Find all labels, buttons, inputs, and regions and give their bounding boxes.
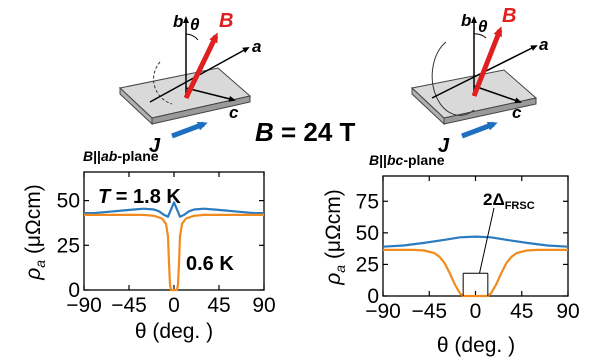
sample-slab-side xyxy=(151,95,251,125)
chart1-x-tick-label: −90 xyxy=(66,294,102,317)
c-axis-arrow xyxy=(473,85,522,104)
current-label: J xyxy=(149,135,161,157)
chart1-annotation-rest: = 1.8 K xyxy=(110,186,181,208)
chart1-annotation-T: T xyxy=(98,186,112,208)
chart1-annotation-temp: T = 1.8 K xyxy=(98,186,181,208)
chart2-y-tick-label: 75 xyxy=(356,190,379,213)
chart2-title: B||bc-plane xyxy=(369,152,445,168)
chart1-y-axis-unit: (μΩcm) xyxy=(22,184,45,260)
sample-slab-side xyxy=(443,97,537,125)
field-label: B xyxy=(219,10,233,32)
chart2-annotation-sub: FRSC xyxy=(505,200,535,212)
current-arrow xyxy=(461,121,498,139)
c-axis-arrow xyxy=(185,87,236,102)
c-axis-label: c xyxy=(512,103,522,122)
chart2-y-axis-label: ρa (μΩcm) xyxy=(322,189,348,285)
chart1-series xyxy=(84,201,264,292)
theta-label: θ xyxy=(478,17,488,36)
chart2: −90 −45 0 45 90 0 25 50 75 2ΔFRSC θ (deg. ) ρa (… xyxy=(322,175,580,357)
chart2-y-tick-label: 25 xyxy=(356,253,379,276)
b-axis-label: b xyxy=(461,11,471,30)
a-axis-label: a xyxy=(539,35,548,54)
chart2-y-tick-label: 50 xyxy=(356,222,379,245)
chart2-series-high-temp-line xyxy=(382,235,569,248)
chart1-y-axis-sub: a xyxy=(32,260,48,268)
theta-label: θ xyxy=(190,15,200,34)
chart2-x-tick-label: 0 xyxy=(470,300,482,323)
chart1-x-axis-label: θ (deg. ) xyxy=(135,320,213,343)
chart2-x-tick-label: 90 xyxy=(556,300,579,323)
field-strength-label: B = 24 T xyxy=(255,117,356,147)
chart2-y-tick-label: 0 xyxy=(367,285,379,308)
chart2-title-b: B xyxy=(369,152,379,168)
chart1-title-plane: ab xyxy=(101,148,118,164)
theta-arc xyxy=(473,33,487,39)
chart2-x-tick-label: 45 xyxy=(510,300,533,323)
chart1-y-tick-label: 50 xyxy=(57,190,80,213)
chart1: −90 −45 0 45 90 0 25 50 T = 1.8 K 0.6 K θ (deg.… xyxy=(22,171,276,343)
chart2-title-rest: -plane xyxy=(403,152,444,168)
chart1-title: B||ab-plane xyxy=(83,148,159,164)
b-axis-label: b xyxy=(173,12,183,31)
c-axis-label: c xyxy=(229,103,239,122)
chart2-gap-leader xyxy=(479,207,495,274)
chart1-x-tick-label: 0 xyxy=(168,294,180,317)
chart1-title-b: B xyxy=(83,148,93,164)
chart1-x-tick-label: 90 xyxy=(252,294,275,317)
chart1-y-tick-label: 25 xyxy=(57,234,80,257)
chart2-x-tick-label: −45 xyxy=(411,300,447,323)
current-label: J xyxy=(438,135,450,157)
field-label: B xyxy=(502,5,516,27)
chart1-ticks: −90 −45 0 45 90 0 25 50 xyxy=(57,172,276,317)
chart2-series xyxy=(382,235,569,298)
right-geometry-diagram: b θ B a c J xyxy=(410,5,548,157)
chart2-y-axis-unit: (μΩcm) xyxy=(322,189,345,265)
chart1-x-tick-label: −45 xyxy=(111,294,147,317)
chart2-ticks: −90 −45 0 45 90 0 25 50 75 xyxy=(356,176,580,323)
chart1-title-mid: || xyxy=(93,148,101,164)
chart1-x-tick-label: 45 xyxy=(207,294,230,317)
chart1-series-high-temp-line xyxy=(84,201,264,218)
field-arrow xyxy=(183,32,219,100)
chart2-title-mid: || xyxy=(379,152,387,168)
field-strength-var: B xyxy=(255,117,274,147)
chart1-y-axis-rho: ρ xyxy=(22,268,45,281)
chart1-y-axis-label: ρa (μΩcm) xyxy=(22,184,48,280)
current-arrow xyxy=(171,121,208,139)
chart2-y-axis-rho: ρ xyxy=(322,273,345,286)
chart1-annotation-low-temp: 0.6 K xyxy=(186,253,234,275)
theta-arc xyxy=(185,33,199,41)
chart2-gap-marker xyxy=(462,207,495,296)
chart1-series-low-temp-line xyxy=(84,213,264,292)
chart2-title-plane: bc xyxy=(387,152,404,168)
field-arrow xyxy=(471,26,503,97)
chart2-y-axis-sub: a xyxy=(332,265,348,273)
a-axis-label: a xyxy=(252,37,261,56)
field-strength-value: = 24 T xyxy=(274,117,356,147)
rotation-arc xyxy=(153,61,173,105)
chart2-annotation-gap: 2ΔFRSC xyxy=(483,190,535,212)
chart1-title-rest: -plane xyxy=(117,148,158,164)
chart2-series-low-temp-line xyxy=(383,248,568,298)
chart2-x-axis-label: θ (deg. ) xyxy=(437,334,515,357)
chart2-x-tick-label: −90 xyxy=(365,300,401,323)
chart1-y-tick-label: 0 xyxy=(68,279,80,302)
left-geometry-diagram: b θ B a c J xyxy=(118,10,261,157)
chart2-annotation-main: 2Δ xyxy=(483,190,505,209)
